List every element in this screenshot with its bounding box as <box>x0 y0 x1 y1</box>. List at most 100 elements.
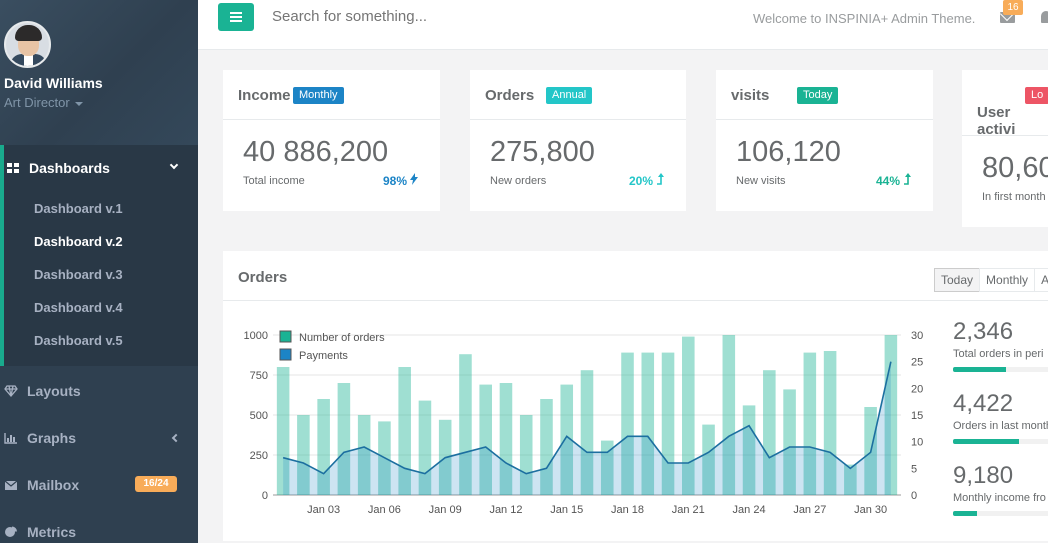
sidebar-item-layouts[interactable]: Layouts <box>0 381 198 403</box>
sidebar-item-dashboards[interactable]: Dashboards <box>3 160 195 178</box>
bar-orders <box>398 367 411 495</box>
annual-button[interactable]: A <box>1034 268 1048 292</box>
card-value: 80,60 <box>982 152 1048 184</box>
legend-label: Number of orders <box>299 332 385 344</box>
bar-orders <box>499 383 513 495</box>
y-right-tick-label: 0 <box>911 490 917 502</box>
bar-orders <box>803 352 817 495</box>
profile-role-label: Art Director <box>4 95 70 110</box>
sidebar-subitem-dashboard-v5[interactable]: Dashboard v.5 <box>34 333 123 348</box>
card-subtitle: New visits <box>736 175 786 187</box>
card-title: visits <box>731 87 770 104</box>
line-payments <box>282 361 892 475</box>
y-right-tick-label: 15 <box>911 410 923 422</box>
stat-progress-fill <box>953 367 1006 372</box>
sidebar-item-graphs[interactable]: Graphs <box>0 428 198 450</box>
period-label: Annual <box>546 87 593 104</box>
bar-orders <box>641 352 655 495</box>
y-right-tick-label: 20 <box>911 383 923 395</box>
x-tick-label: Jan 30 <box>854 504 887 516</box>
x-tick-label: Jan 12 <box>489 504 522 516</box>
orders-card: Orders Annual 275,800 New orders 20% <box>470 70 686 211</box>
bar-orders <box>600 440 614 495</box>
level-up-icon <box>657 173 665 185</box>
x-tick-label: Jan 03 <box>307 504 340 516</box>
card-subtitle: New orders <box>490 175 547 187</box>
x-tick-label: Jan 18 <box>611 504 644 516</box>
top-navbar: Welcome to INSPINIA+ Admin Theme. 16 <box>198 0 1048 50</box>
bar-chart-icon <box>4 433 17 444</box>
card-value: 40 886,200 <box>243 136 389 168</box>
diamond-icon <box>4 385 18 397</box>
sidebar-subitem-dashboard-v1[interactable]: Dashboard v.1 <box>34 201 123 216</box>
bar-orders <box>783 389 796 495</box>
sidebar-item-label: Layouts <box>27 383 81 399</box>
card-percent: 44% <box>876 173 912 188</box>
pie-chart-icon <box>5 526 17 537</box>
percent-value: 20% <box>629 174 654 188</box>
period-label: Lo <box>1025 87 1048 104</box>
period-label: Today <box>797 87 839 104</box>
card-title: Orders <box>485 87 535 104</box>
x-tick-label: Jan 15 <box>550 504 583 516</box>
sidebar-item-mailbox[interactable]: Mailbox 16/24 <box>0 475 198 497</box>
area-payments <box>283 361 891 495</box>
card-percent: 98% <box>383 173 419 188</box>
legend-swatch <box>279 348 292 361</box>
today-button[interactable]: Today <box>934 268 981 292</box>
percent-value: 44% <box>876 174 901 188</box>
sidebar-item-metrics[interactable]: Metrics <box>0 522 198 543</box>
stat-value: 2,346 <box>953 318 1014 345</box>
monthly-button[interactable]: Monthly <box>979 268 1036 292</box>
search-input[interactable] <box>272 8 572 25</box>
profile-role-dropdown[interactable]: Art Director <box>4 95 83 110</box>
legend-swatch <box>279 330 292 343</box>
user-activity-card: User activi Lo 80,60 In first month <box>962 70 1048 227</box>
bar-orders <box>621 352 634 495</box>
y-left-tick-label: 500 <box>250 410 268 422</box>
bar-orders <box>763 370 776 495</box>
chevron-left-icon <box>171 433 181 443</box>
sidebar-item-label: Dashboards <box>29 160 110 176</box>
y-right-tick-label: 25 <box>911 357 923 369</box>
grid-icon <box>7 163 19 173</box>
bell-icon[interactable] <box>1041 11 1048 23</box>
orders-chart: 0 250 500 750 1000 0 5 10 15 20 25 30 Jan 03 Jan 06 Ja… <box>244 330 924 516</box>
visits-card: visits Today 106,120 New visits 44% <box>716 70 933 211</box>
orders-panel: Orders Today Monthly A 0 250 500 750 1000 0 5 1… <box>223 251 1048 541</box>
avatar[interactable] <box>4 21 51 68</box>
sidebar-subitem-dashboard-v2[interactable]: Dashboard v.2 <box>34 234 123 249</box>
profile-panel: David Williams Art Director <box>0 0 198 145</box>
envelope-icon[interactable] <box>1000 12 1015 23</box>
y-left-tick-label: 750 <box>250 370 268 382</box>
x-tick-label: Jan 09 <box>429 504 462 516</box>
bar-orders <box>276 367 290 495</box>
bar-orders <box>519 415 533 495</box>
bar-orders <box>682 336 695 495</box>
messages-count-badge: 16 <box>1003 0 1023 15</box>
x-tick-label: Jan 24 <box>733 504 766 516</box>
bar-orders <box>722 335 736 495</box>
sidebar-subitem-dashboard-v3[interactable]: Dashboard v.3 <box>34 267 123 282</box>
chevron-down-icon <box>169 160 179 170</box>
menu-toggle-button[interactable] <box>218 3 254 31</box>
card-percent: 20% <box>629 173 665 188</box>
sidebar: David Williams Art Director Dashboards D… <box>0 0 198 543</box>
level-up-icon <box>904 173 912 185</box>
stat-label: Monthly income fro <box>953 492 1046 504</box>
percent-value: 98% <box>383 174 408 188</box>
period-button-group: Today Monthly A <box>934 268 1048 292</box>
stat-progress-fill <box>953 511 978 516</box>
stat-value: 4,422 <box>953 390 1014 417</box>
profile-name: David Williams <box>4 75 103 91</box>
y-left-tick-label: 1000 <box>244 330 268 342</box>
bar-orders <box>560 384 574 495</box>
welcome-message: Welcome to INSPINIA+ Admin Theme. <box>753 11 976 26</box>
y-right-tick-label: 30 <box>911 330 923 342</box>
sidebar-subitem-dashboard-v4[interactable]: Dashboard v.4 <box>34 300 123 315</box>
x-tick-label: Jan 27 <box>793 504 826 516</box>
bar-orders <box>844 464 857 495</box>
card-subtitle: In first month <box>982 191 1046 203</box>
bar-orders <box>459 354 472 495</box>
bar-orders <box>702 424 715 495</box>
